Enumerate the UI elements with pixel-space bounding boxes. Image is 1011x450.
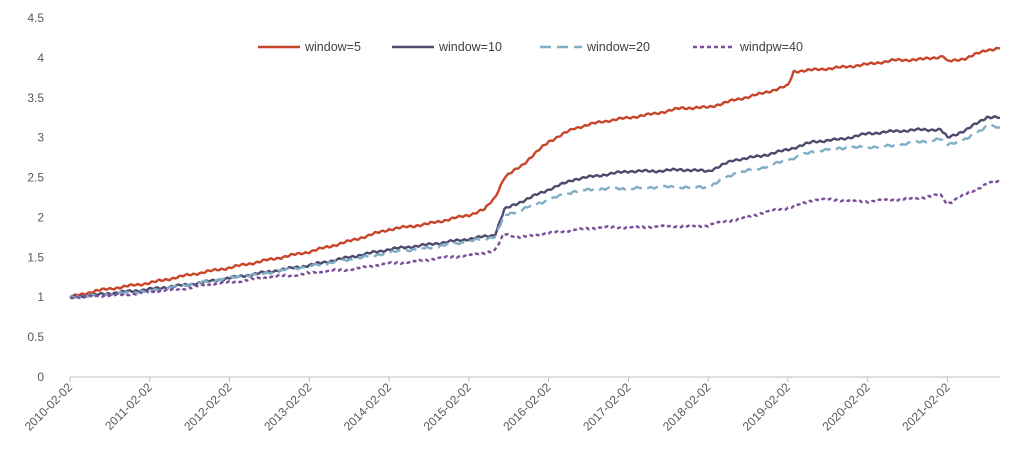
x-tick-label: 2021-02-02 <box>899 380 953 434</box>
y-tick-label: 0.5 <box>27 330 44 344</box>
y-tick-label: 3.5 <box>27 91 44 105</box>
x-tick-label: 2020-02-02 <box>819 380 873 434</box>
legend-label: window=10 <box>438 40 502 54</box>
y-axis-ticks: 0 0.5 1 1.5 2 2.5 3 3.5 4 4.5 <box>27 11 44 384</box>
y-tick-label: 4.5 <box>27 11 44 25</box>
y-tick-label: 3 <box>37 131 44 145</box>
x-tick-label: 2014-02-02 <box>341 380 395 434</box>
x-tick-label: 2018-02-02 <box>660 380 714 434</box>
x-tick-label: 2019-02-02 <box>740 380 794 434</box>
x-tick-label: 2017-02-02 <box>580 380 634 434</box>
y-tick-label: 1 <box>37 290 44 304</box>
series-lines <box>69 46 1001 300</box>
y-tick-label: 0 <box>37 370 44 384</box>
legend: window=5 window=10 window=20 windpw=40 <box>258 40 803 54</box>
y-tick-label: 4 <box>37 51 44 65</box>
series-line-1 <box>69 115 1001 299</box>
x-tick-label: 2012-02-02 <box>181 380 235 434</box>
legend-label: window=20 <box>586 40 650 54</box>
x-axis-ticks: 2010-02-02 2011-02-02 2012-02-02 2013-02-02… <box>22 377 953 434</box>
legend-label: windpw=40 <box>739 40 803 54</box>
y-tick-label: 2.5 <box>27 171 44 185</box>
x-tick-label: 2015-02-02 <box>421 380 475 434</box>
x-tick-label: 2011-02-02 <box>102 380 155 433</box>
series-line-0 <box>69 46 1001 299</box>
y-tick-label: 1.5 <box>27 250 44 264</box>
x-tick-label: 2010-02-02 <box>22 380 76 434</box>
y-tick-label: 2 <box>37 210 44 224</box>
series-line-2 <box>69 124 1001 300</box>
legend-label: window=5 <box>304 40 361 54</box>
x-tick-label: 2013-02-02 <box>261 380 315 434</box>
x-tick-label: 2016-02-02 <box>500 380 554 434</box>
